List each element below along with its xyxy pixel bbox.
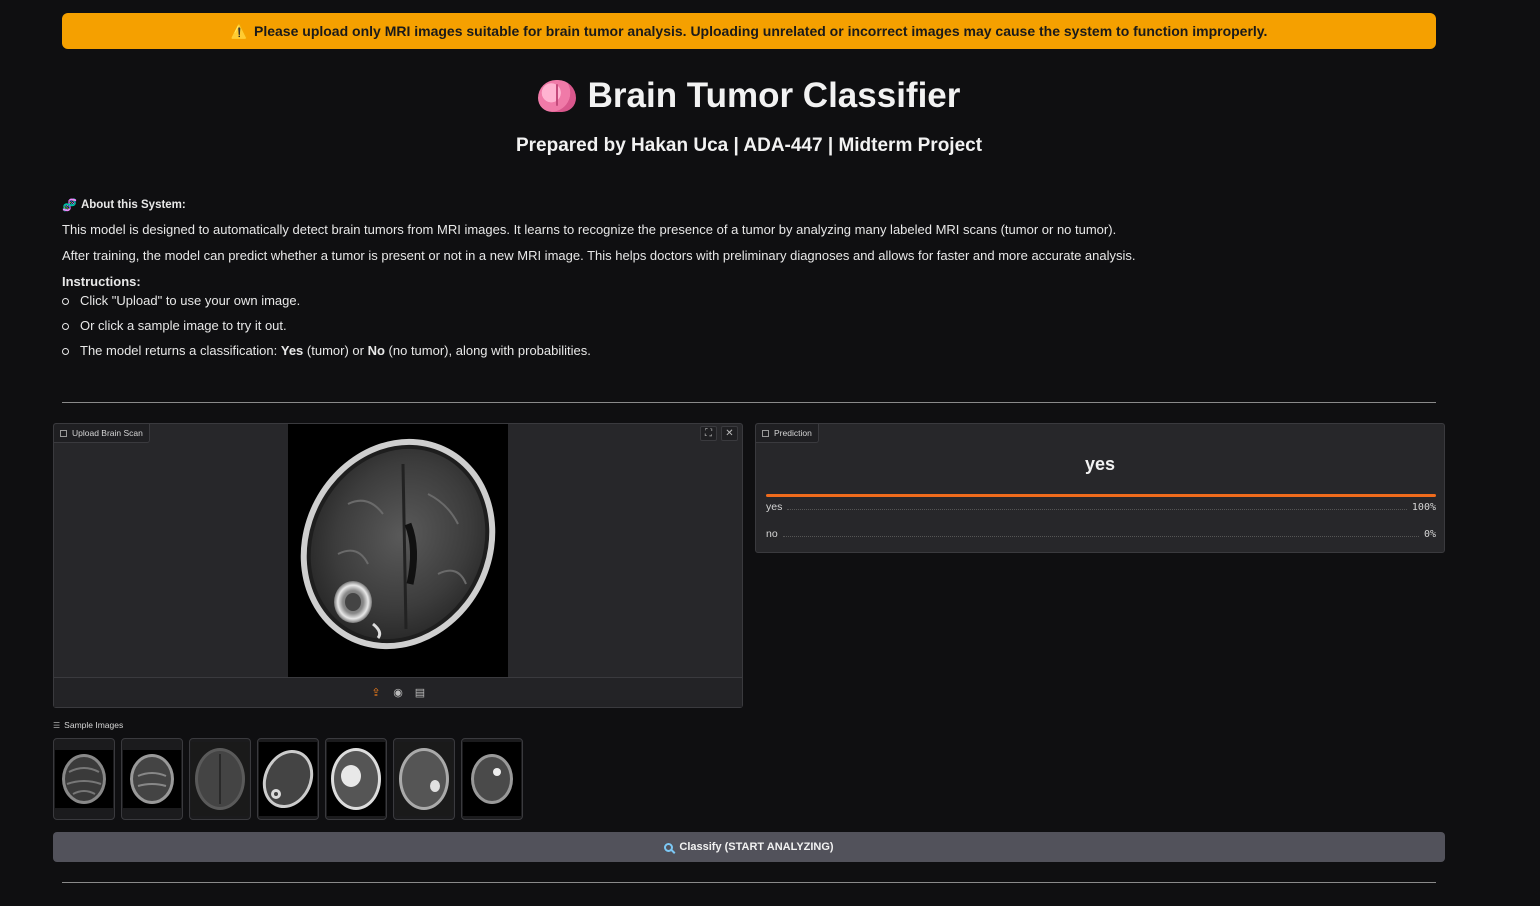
- about-paragraph-2: After training, the model can predict wh…: [62, 248, 1136, 263]
- title-text: Brain Tumor Classifier: [587, 76, 961, 115]
- upload-panel-label: Upload Brain Scan: [54, 424, 150, 443]
- about-heading-text: About this System:: [80, 199, 186, 211]
- about-section: 🧬 About this System: This model is desig…: [62, 198, 1442, 368]
- upload-label-text: Upload Brain Scan: [72, 428, 143, 438]
- uploaded-mri-image: [288, 424, 508, 677]
- upload-panel[interactable]: Upload Brain Scan ⛶ ✕: [53, 423, 743, 708]
- instruction-item: Click "Upload" to use your own image.: [62, 293, 1442, 308]
- upload-action-bar: ⇪ ◉ ▤: [54, 677, 742, 707]
- webcam-icon[interactable]: ◉: [393, 687, 403, 699]
- sample-image-5[interactable]: [325, 738, 387, 820]
- instruction-yes: Yes: [280, 343, 304, 358]
- instruction-item: Or click a sample image to try it out.: [62, 318, 1442, 333]
- leader-dots: [787, 508, 1407, 510]
- image-tools: ⛶ ✕: [700, 426, 738, 441]
- confidence-value: 100%: [1411, 501, 1436, 513]
- warning-banner: ⚠️ Please upload only MRI images suitabl…: [62, 13, 1436, 49]
- instruction-item: The model returns a classification: Yes …: [62, 343, 1442, 358]
- predicted-class: yes: [1084, 454, 1116, 474]
- about-paragraph-1: This model is designed to automatically …: [62, 222, 1117, 237]
- confidence-bar-yes: [766, 494, 1436, 497]
- prediction-panel-label: Prediction: [756, 424, 819, 443]
- image-icon: [60, 429, 67, 437]
- warning-icon: ⚠️: [230, 22, 248, 39]
- instructions-list: Click "Upload" to use your own image. Or…: [62, 293, 1442, 358]
- leader-dots: [782, 535, 1419, 537]
- confidence-value: 0%: [1423, 528, 1436, 540]
- dna-icon: 🧬: [62, 198, 77, 212]
- close-icon[interactable]: ✕: [721, 426, 738, 441]
- confidence-label: yes: [766, 501, 783, 513]
- sample-image-1[interactable]: [53, 738, 115, 820]
- sample-image-7[interactable]: [461, 738, 523, 820]
- instruction-no: No: [367, 343, 385, 358]
- classify-button[interactable]: Classify (START ANALYZING): [53, 832, 1445, 862]
- list-icon: ☰: [53, 720, 61, 730]
- clipboard-icon[interactable]: ▤: [414, 687, 426, 699]
- divider: [62, 402, 1436, 403]
- page-subtitle: Prepared by Hakan Uca | ADA-447 | Midter…: [515, 135, 983, 156]
- sample-image-6[interactable]: [393, 738, 455, 820]
- instruction-text: The model returns a classification:: [80, 343, 281, 358]
- mri-scan-graphic: [288, 424, 508, 677]
- sample-image-2[interactable]: [121, 738, 183, 820]
- warning-text: Please upload only MRI images suitable f…: [254, 23, 1268, 39]
- prediction-label-text: Prediction: [774, 428, 812, 438]
- samples-heading: ☰ Sample Images: [53, 720, 123, 730]
- sample-images: [53, 738, 523, 820]
- brain-icon: [537, 80, 576, 112]
- label-icon: [762, 429, 769, 437]
- confidence-row-no: no 0%: [766, 521, 1436, 540]
- confidence-row-yes: yes 100%: [766, 494, 1436, 513]
- sample-image-4[interactable]: [257, 738, 319, 820]
- search-icon: [664, 842, 674, 852]
- about-heading: 🧬 About this System:: [62, 198, 1442, 212]
- page-title: Brain Tumor Classifier: [0, 76, 1498, 116]
- instructions-heading: Instructions:: [62, 274, 141, 289]
- upload-icon[interactable]: ⇪: [371, 687, 381, 699]
- prediction-panel: Prediction yes yes 100% no 0%: [755, 423, 1445, 553]
- samples-label-text: Sample Images: [64, 720, 124, 730]
- divider: [62, 882, 1436, 883]
- instruction-text: (no tumor), along with probabilities.: [384, 343, 591, 358]
- sample-image-3[interactable]: [189, 738, 251, 820]
- classify-button-label: Classify (START ANALYZING): [679, 841, 834, 853]
- instruction-text: (tumor) or: [303, 343, 368, 358]
- confidence-label: no: [766, 528, 778, 540]
- fullscreen-icon[interactable]: ⛶: [700, 426, 717, 441]
